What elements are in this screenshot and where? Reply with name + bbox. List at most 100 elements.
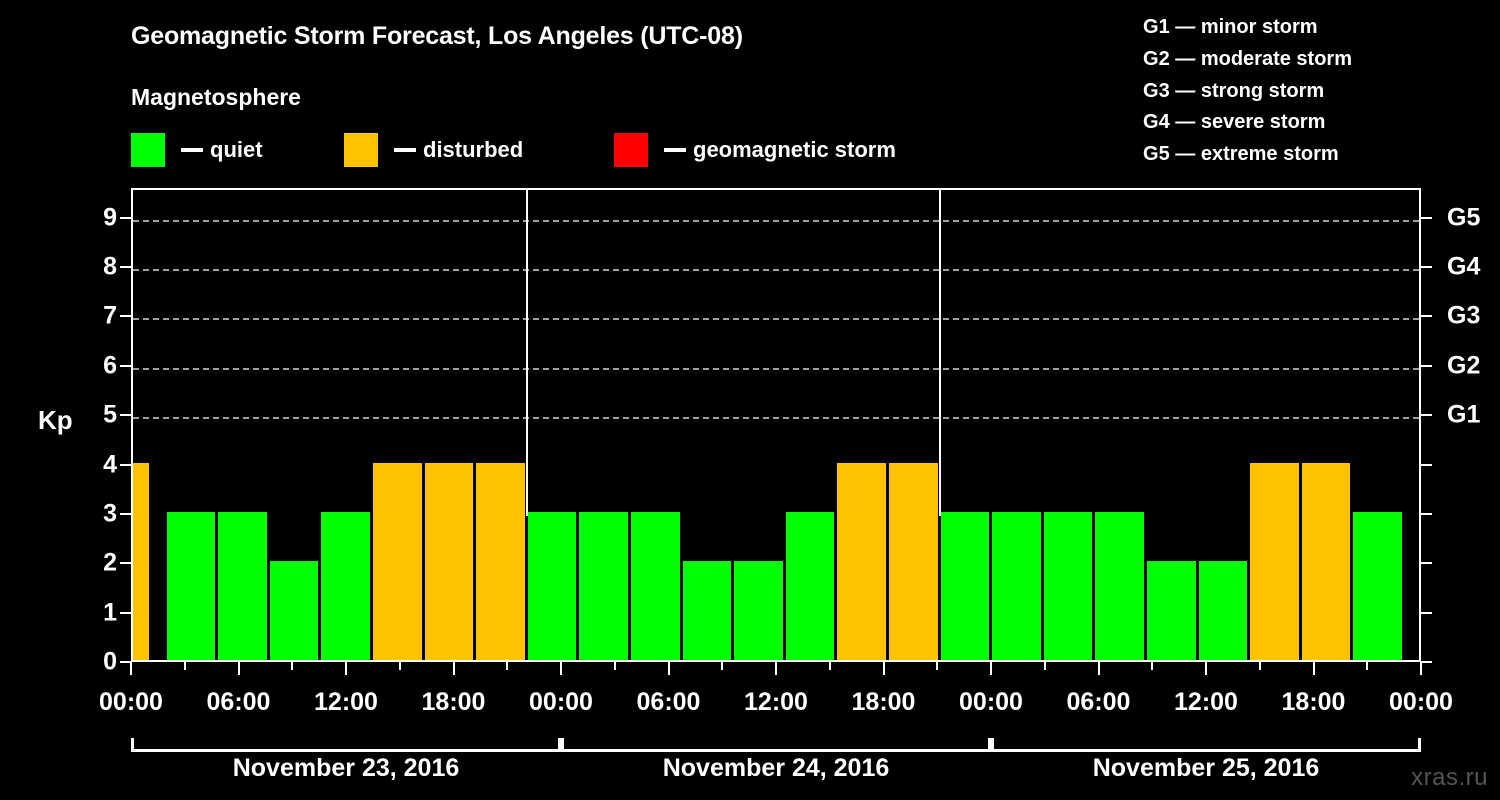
- x-tick-mark-minor: [1043, 662, 1046, 670]
- y-tick-mark-right: [1421, 562, 1432, 565]
- y-tick-mark-right: [1421, 414, 1432, 417]
- y-tick-mark-right: [1421, 216, 1432, 219]
- bar: [889, 462, 938, 660]
- x-tick-mark-minor: [936, 662, 939, 670]
- y-tick-label-kp-8: 8: [103, 252, 117, 281]
- bar: [1198, 561, 1248, 660]
- x-tick-label: 06:00: [636, 688, 701, 716]
- x-tick-mark-minor: [1258, 662, 1261, 670]
- plot-area: [131, 188, 1421, 662]
- x-tick-label: 18:00: [1281, 688, 1346, 716]
- y-tick-label-kp-5: 5: [103, 400, 117, 429]
- bar: [682, 561, 732, 660]
- bar: [321, 511, 370, 660]
- y-tick-label-kp-2: 2: [103, 548, 117, 577]
- y-tick-mark-left: [120, 364, 131, 367]
- x-tick-mark-major: [990, 662, 992, 675]
- bar: [734, 561, 783, 660]
- x-tick-mark-minor: [828, 662, 831, 670]
- legend-entry-geomagnetic-storm: geomagnetic storm: [614, 133, 896, 167]
- bar: [373, 462, 422, 660]
- x-tick-label: 18:00: [851, 688, 916, 716]
- x-tick-mark-major: [560, 662, 562, 675]
- g-legend-row-1: G1 — minor storm: [1143, 16, 1318, 38]
- x-tick-mark-major: [882, 662, 885, 675]
- x-tick-mark-major: [775, 662, 777, 675]
- legend-label-disturbed: disturbed: [423, 137, 524, 162]
- y-tick-mark-left: [120, 414, 131, 417]
- bar: [992, 511, 1041, 660]
- x-tick-label: 06:00: [206, 688, 271, 716]
- x-tick-mark-major: [667, 662, 670, 675]
- bar: [1147, 561, 1196, 660]
- y-tick-label-kp-4: 4: [103, 450, 117, 478]
- bar: [579, 511, 628, 660]
- day-separator-2: [938, 190, 941, 516]
- y-tick-mark-left: [120, 463, 131, 466]
- bar: [1095, 511, 1144, 660]
- bar: [527, 511, 577, 660]
- x-tick-mark-minor: [183, 662, 186, 670]
- y-tick-mark-right: [1421, 266, 1432, 268]
- g-scale-legend: G1 — minor storm G2 — moderate storm G3 — …: [1143, 12, 1352, 171]
- g-tick-label-G2: G2: [1447, 351, 1481, 380]
- legend-swatch-disturbed: [344, 133, 378, 167]
- y-tick-mark-right: [1421, 364, 1432, 367]
- day-bracket-3: [991, 738, 1421, 752]
- y-tick-mark-left: [120, 562, 131, 565]
- y-tick-mark-left: [120, 315, 131, 318]
- g-legend-row-4: G4 — severe storm: [1143, 111, 1326, 134]
- legend-dash-icon: [394, 148, 416, 152]
- bar: [424, 462, 474, 660]
- day-separator-1: [525, 190, 528, 516]
- bar: [785, 511, 835, 660]
- legend-swatch-quiet: [131, 133, 165, 167]
- bar: [1250, 462, 1299, 660]
- page-title: Geomagnetic Storm Forecast, Los Angeles …: [131, 22, 743, 50]
- x-tick-mark-major: [130, 662, 132, 675]
- bar: [133, 462, 149, 660]
- g-tick-label-G3: G3: [1447, 301, 1481, 330]
- bar: [1353, 511, 1402, 660]
- legend-entry-quiet: quiet: [131, 133, 263, 167]
- day-label-1: November 23, 2016: [232, 754, 460, 782]
- x-tick-mark-major: [345, 662, 347, 675]
- y-tick-label-kp-9: 9: [103, 203, 117, 232]
- magnetosphere-label: Magnetosphere: [131, 84, 301, 110]
- g-legend-row-5: G5 — extreme storm: [1143, 143, 1339, 166]
- x-tick-mark-major: [1312, 662, 1315, 675]
- day-label-3: November 25, 2016: [1092, 754, 1320, 782]
- x-tick-mark-minor: [721, 662, 724, 670]
- legend-label-quiet: quiet: [210, 137, 263, 162]
- x-tick-mark-minor: [1366, 662, 1369, 670]
- y-tick-mark-left: [120, 512, 131, 515]
- legend-dash-icon: [664, 148, 686, 152]
- g-legend-row-2: G2 — moderate storm: [1143, 47, 1352, 70]
- x-tick-mark-minor: [613, 662, 616, 670]
- x-tick-mark-major: [452, 662, 455, 675]
- y-tick-mark-left: [120, 611, 131, 614]
- bar: [631, 511, 680, 660]
- legend-label-geomagnetic-storm: geomagnetic storm: [693, 137, 896, 162]
- x-tick-mark-minor: [1151, 662, 1154, 670]
- gridline-kp-7: [133, 318, 1419, 321]
- y-tick-mark-left: [120, 216, 131, 219]
- x-tick-label: 12:00: [744, 688, 808, 716]
- g-legend-row-3: G3 — strong storm: [1143, 79, 1325, 102]
- g-tick-label-G4: G4: [1447, 252, 1481, 281]
- bar: [1043, 511, 1093, 660]
- bar: [218, 511, 267, 660]
- gridline-kp-8: [133, 269, 1419, 271]
- bar: [269, 561, 319, 660]
- x-tick-mark-minor: [506, 662, 509, 670]
- y-tick-mark-left: [120, 266, 131, 268]
- y-tick-mark-left: [120, 661, 131, 663]
- x-tick-label: 00:00: [1389, 688, 1453, 716]
- bar-series: [133, 190, 1419, 660]
- x-tick-label: 18:00: [421, 688, 486, 716]
- x-tick-mark-major: [1420, 662, 1422, 675]
- gridline-kp-6: [133, 367, 1419, 370]
- y-tick-mark-right: [1421, 611, 1432, 614]
- legend-entry-disturbed: disturbed: [344, 133, 523, 167]
- y-tick-mark-right: [1421, 315, 1432, 318]
